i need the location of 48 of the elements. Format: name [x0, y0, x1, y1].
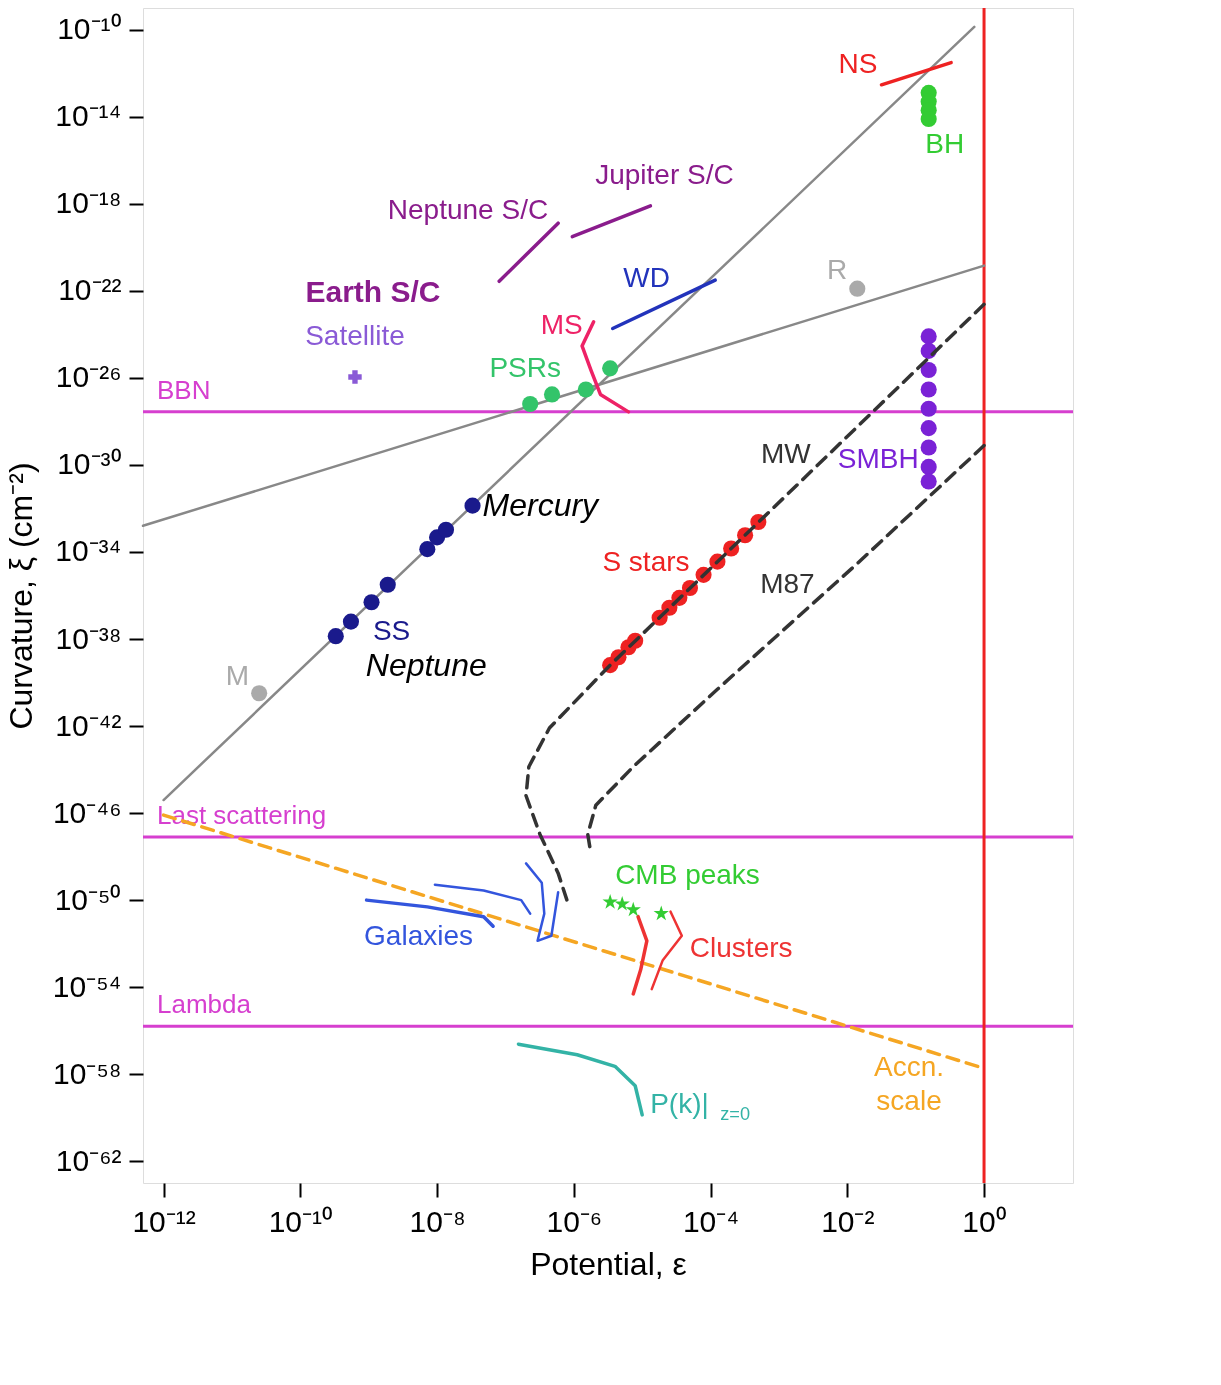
- x-tick-label: 10⁻¹²: [132, 1204, 196, 1238]
- series-label: SMBH: [837, 442, 919, 474]
- series-label: NS: [838, 47, 878, 79]
- y-tick-label: 10⁻⁶²: [55, 1143, 122, 1177]
- series-label: Accn. scale: [874, 1051, 945, 1117]
- series-label: MS: [540, 308, 583, 340]
- y-tick-label: 10⁻³⁸: [55, 621, 122, 655]
- series-label: Galaxies: [364, 920, 474, 952]
- annotation: Neptune: [365, 647, 487, 684]
- series-label: PSRs: [489, 352, 561, 384]
- y-tick-label: 10⁻³⁰: [57, 447, 122, 481]
- y-tick-label: 10⁻²²: [58, 273, 122, 307]
- series-label: CMB peaks: [615, 859, 760, 891]
- series-label: SS: [372, 614, 411, 646]
- series-label: BH: [925, 128, 965, 160]
- y-tick-label: 10⁻⁴²: [55, 708, 122, 742]
- x-axis-title: Potential, ε: [530, 1245, 687, 1282]
- x-tick-label: 10⁰: [962, 1204, 1007, 1238]
- y-tick-label: 10⁻¹⁸: [55, 186, 122, 220]
- y-tick-label: 10⁻²⁶: [55, 360, 122, 394]
- series-label: M87: [760, 568, 815, 600]
- series-label: Neptune S/C: [387, 194, 549, 226]
- series-label: Clusters: [689, 931, 793, 963]
- series-label: WD: [623, 261, 670, 293]
- series-label: Jupiter S/C: [595, 158, 734, 190]
- y-tick-label: 10⁻⁵⁴: [52, 969, 122, 1003]
- series-label: MW: [760, 438, 812, 470]
- series-label: M: [225, 660, 250, 692]
- x-tick-label: 10⁻⁸: [409, 1204, 466, 1238]
- y-tick-label: 10⁻¹⁴: [55, 99, 122, 133]
- y-tick-label: 10⁻⁴⁶: [52, 795, 122, 829]
- series-label: R: [827, 253, 848, 285]
- ref-line-label: BBN: [157, 374, 211, 405]
- x-tick-label: 10⁻⁴: [682, 1204, 740, 1238]
- annotation: Mercury: [482, 486, 601, 523]
- series-label: S stars: [602, 545, 690, 577]
- y-axis-title: Curvature, ξ (cm⁻²): [2, 462, 39, 730]
- y-tick-label: 10⁻⁵⁸: [53, 1056, 122, 1090]
- x-tick-label: 10⁻²: [821, 1204, 875, 1238]
- series-label: Satellite: [305, 320, 405, 352]
- ref-line-label: Lambda: [157, 989, 252, 1020]
- x-tick-label: 10⁻¹⁰: [268, 1204, 334, 1238]
- y-tick-label: 10⁻³⁴: [55, 534, 122, 568]
- annotation: Earth S/C: [305, 275, 441, 308]
- x-tick-label: 10⁻⁶: [546, 1204, 603, 1238]
- y-tick-label: 10⁻⁵⁰: [54, 882, 122, 916]
- y-tick-label: 10⁻¹⁰: [57, 12, 122, 46]
- series-label: P(k)|z=0: [650, 1087, 751, 1124]
